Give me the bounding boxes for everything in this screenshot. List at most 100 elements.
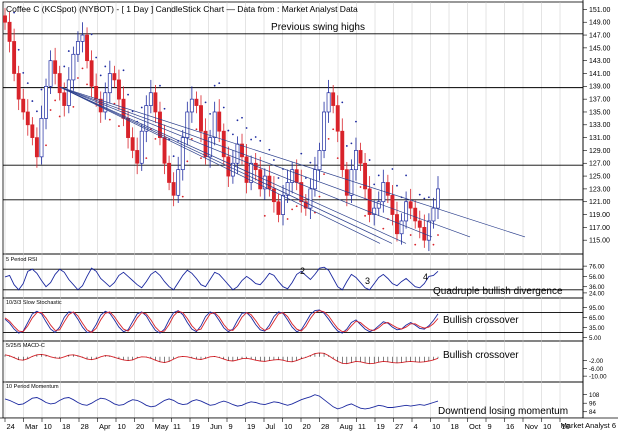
y-tick-label: 123.00	[589, 186, 611, 193]
vertical-gridlines	[4, 2, 561, 418]
fan-line	[59, 86, 433, 238]
sar-dot	[200, 157, 202, 160]
candle-body	[139, 130, 144, 164]
sar-dot	[145, 157, 148, 160]
rsi-divergence-label-2: 2	[300, 266, 305, 276]
x-tick-label: 16	[506, 422, 514, 431]
candle-body	[3, 15, 7, 23]
x-tick-label: 9	[229, 422, 233, 431]
y-tick-label: 139.00	[589, 84, 611, 91]
y-axis-band	[583, 0, 618, 418]
candle-body	[217, 111, 222, 132]
candle-body	[376, 201, 381, 209]
y-tick-label: 108	[589, 392, 600, 399]
x-tick-label: 18	[62, 422, 70, 431]
sar-dot	[437, 234, 439, 236]
candle-body	[199, 105, 203, 132]
candle-body	[153, 92, 158, 113]
sar-dot	[154, 137, 157, 140]
sar-dot	[36, 110, 38, 113]
sar-dot	[104, 65, 107, 68]
x-tick-label: 11	[358, 422, 366, 431]
sar-dot	[172, 155, 175, 158]
sar-dot	[40, 88, 43, 91]
y-tick-label: 141.00	[589, 71, 611, 78]
y-tick-label: 84	[589, 409, 596, 416]
sar-dot	[67, 50, 70, 52]
fan-line	[59, 86, 526, 238]
sar-dot	[350, 142, 353, 145]
candle-body	[89, 60, 94, 87]
sar-dot	[364, 214, 366, 217]
candle-body	[71, 53, 76, 81]
y-tick-label: -6.00	[589, 366, 604, 373]
sar-dot	[209, 112, 212, 115]
sar-dot	[323, 173, 325, 176]
sar-dot	[54, 99, 57, 102]
x-tick-label: 18	[451, 422, 459, 431]
candle-body	[322, 111, 327, 151]
rsi-divergence-label-4: 4	[423, 272, 428, 282]
sar-dot	[259, 139, 262, 142]
sar-dot	[373, 183, 376, 186]
candle-body	[354, 150, 358, 171]
y-tick-label: 135.00	[589, 109, 611, 116]
y-tick-label: 129.00	[589, 148, 611, 155]
candle-body	[158, 111, 162, 138]
sar-dot	[254, 136, 257, 138]
sar-dot	[108, 118, 111, 121]
candle-body	[395, 214, 399, 235]
candle-body	[62, 92, 67, 106]
sar-dot	[122, 69, 125, 72]
candle-body	[240, 143, 244, 158]
sar-dot	[368, 159, 371, 161]
sar-dot	[432, 243, 435, 246]
candle-body	[340, 130, 345, 171]
sar-dot	[58, 115, 61, 118]
candle-body	[180, 137, 185, 171]
fan-line	[59, 86, 471, 238]
candle-body	[372, 207, 377, 215]
x-tick-label: Mar	[25, 422, 38, 431]
x-tick-label: 10	[118, 422, 126, 431]
annotation-downtrend-losing-momentum: Downtrend losing momentum	[438, 406, 568, 417]
sar-dot	[218, 82, 221, 85]
candle-body	[326, 92, 331, 113]
candle-body	[404, 201, 409, 222]
indicator-series-line	[4, 352, 439, 365]
x-tick-label: 11	[173, 422, 181, 431]
sar-dot	[49, 109, 52, 111]
x-tick-label: 28	[81, 422, 89, 431]
sar-dot	[300, 152, 303, 155]
sar-dot	[195, 128, 198, 131]
sar-dot	[318, 195, 321, 198]
sar-dot	[418, 193, 421, 196]
parabolic-sar-dots	[13, 11, 439, 246]
sar-dot	[423, 197, 426, 200]
candle-body	[30, 124, 35, 138]
x-tick-label: 20	[303, 422, 311, 431]
sar-dot	[236, 119, 239, 122]
y-tick-label: 24.00	[589, 290, 605, 297]
x-tick-label: 4	[414, 422, 418, 431]
sar-dot	[227, 129, 230, 132]
x-axis-ticks: 24 Mar 10 18 28 Apr 10 20 May 11 19 Jun 9 19 Jul 10 20 28…	[4, 418, 570, 431]
sar-dot	[86, 83, 88, 86]
candle-body	[417, 220, 422, 228]
sar-dot	[245, 127, 248, 129]
sar-dot	[45, 144, 47, 147]
chart-title: Coffee C (KCSpot) (NYBOT) - [ 1 Day ] Ca…	[6, 4, 358, 14]
x-tick-label: 16	[562, 422, 570, 431]
candle-body	[290, 169, 295, 183]
candle-body	[349, 169, 354, 196]
sar-dot	[213, 84, 216, 87]
candle-body	[317, 150, 322, 171]
fan-line	[59, 86, 407, 244]
y-tick-label: 95.00	[589, 305, 605, 312]
x-tick-label: 19	[192, 422, 200, 431]
sar-dot	[304, 177, 307, 179]
candle-body	[271, 188, 276, 203]
trend-fan-lines	[59, 86, 526, 244]
candle-body	[148, 92, 153, 106]
candle-body	[331, 92, 336, 106]
